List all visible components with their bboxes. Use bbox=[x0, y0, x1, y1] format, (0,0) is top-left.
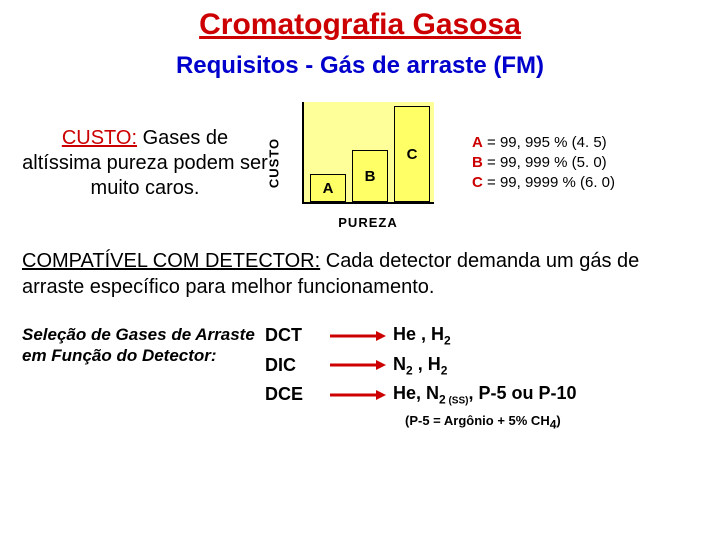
legend-a: A = 99, 995 % (4. 5) bbox=[472, 133, 615, 153]
page-subtitle: Requisitos - Gás de arraste (FM) bbox=[0, 52, 720, 80]
footnote-text: (P-5 = Argônio + 5% CH bbox=[405, 413, 550, 428]
det-gas-dic: N2 , H2 bbox=[393, 354, 447, 378]
gas-sub: 2 bbox=[444, 334, 451, 348]
detector-row-dic: DIC N2 , H2 bbox=[265, 354, 698, 378]
custo-paragraph: CUSTO: Gases de altíssima pureza podem s… bbox=[20, 126, 270, 201]
gas-text: , P-5 ou P-10 bbox=[468, 383, 576, 403]
custo-prefix: CUSTO: bbox=[62, 127, 137, 149]
chart-legend: A = 99, 995 % (4. 5) B = 99, 999 % (5. 0… bbox=[472, 133, 615, 194]
detector-row-dct: DCT He , H2 bbox=[265, 324, 698, 348]
chart-ylabel: CUSTO bbox=[267, 138, 282, 188]
arrow-icon bbox=[323, 358, 393, 372]
det-name-dct: DCT bbox=[265, 325, 323, 346]
legend-a-val: = 99, 995 % (4. 5) bbox=[483, 134, 607, 151]
bar-c: C bbox=[394, 106, 430, 202]
chart-plot: A B C bbox=[302, 102, 434, 204]
det-gas-dce: He, N2 (SS), P-5 ou P-10 bbox=[393, 383, 577, 407]
compat-paragraph: COMPATÍVEL COM DETECTOR: Cada detector d… bbox=[0, 248, 720, 300]
legend-c: C = 99, 9999 % (6. 0) bbox=[472, 173, 615, 193]
cost-chart: CUSTO A B C PUREZA bbox=[280, 98, 450, 228]
det-gas-dct: He , H2 bbox=[393, 324, 451, 348]
det-name-dic: DIC bbox=[265, 355, 323, 376]
legend-b-key: B bbox=[472, 154, 483, 171]
legend-c-val: = 99, 9999 % (6. 0) bbox=[483, 174, 615, 191]
gas-ss: (SS) bbox=[446, 396, 469, 407]
gas-sub: 2 bbox=[441, 363, 448, 377]
detector-row-dce: DCE He, N2 (SS), P-5 ou P-10 bbox=[265, 383, 698, 407]
legend-b-val: = 99, 999 % (5. 0) bbox=[483, 154, 607, 171]
gas-text: He, N bbox=[393, 383, 439, 403]
gas-text: , H bbox=[413, 354, 441, 374]
legend-b: B = 99, 999 % (5. 0) bbox=[472, 153, 615, 173]
arrow-icon bbox=[323, 329, 393, 343]
gas-text: N bbox=[393, 354, 406, 374]
footnote-end: ) bbox=[556, 413, 560, 428]
selection-label: Seleção de Gases de Arraste em Função do… bbox=[22, 324, 257, 367]
legend-a-key: A bbox=[472, 134, 483, 151]
gas-sub: 2 bbox=[439, 393, 446, 407]
det-name-dce: DCE bbox=[265, 384, 323, 405]
bar-b: B bbox=[352, 150, 388, 202]
gas-sub: 2 bbox=[406, 363, 413, 377]
compat-lead: COMPATÍVEL COM DETECTOR: bbox=[22, 250, 320, 272]
footnote: (P-5 = Argônio + 5% CH4) bbox=[405, 413, 698, 432]
page-title: Cromatografia Gasosa bbox=[0, 0, 720, 42]
detector-table: DCT He , H2 DIC N2 , H2 DCE He, N2 (SS bbox=[265, 324, 698, 431]
row-custo: CUSTO: Gases de altíssima pureza podem s… bbox=[0, 98, 720, 228]
chart-xlabel: PUREZA bbox=[302, 215, 434, 230]
bar-a: A bbox=[310, 174, 346, 202]
gas-text: He , H bbox=[393, 324, 444, 344]
arrow-icon bbox=[323, 388, 393, 402]
legend-c-key: C bbox=[472, 174, 483, 191]
row-selection: Seleção de Gases de Arraste em Função do… bbox=[0, 324, 720, 431]
custo-body: Gases de altíssima pureza podem ser muit… bbox=[22, 127, 268, 199]
